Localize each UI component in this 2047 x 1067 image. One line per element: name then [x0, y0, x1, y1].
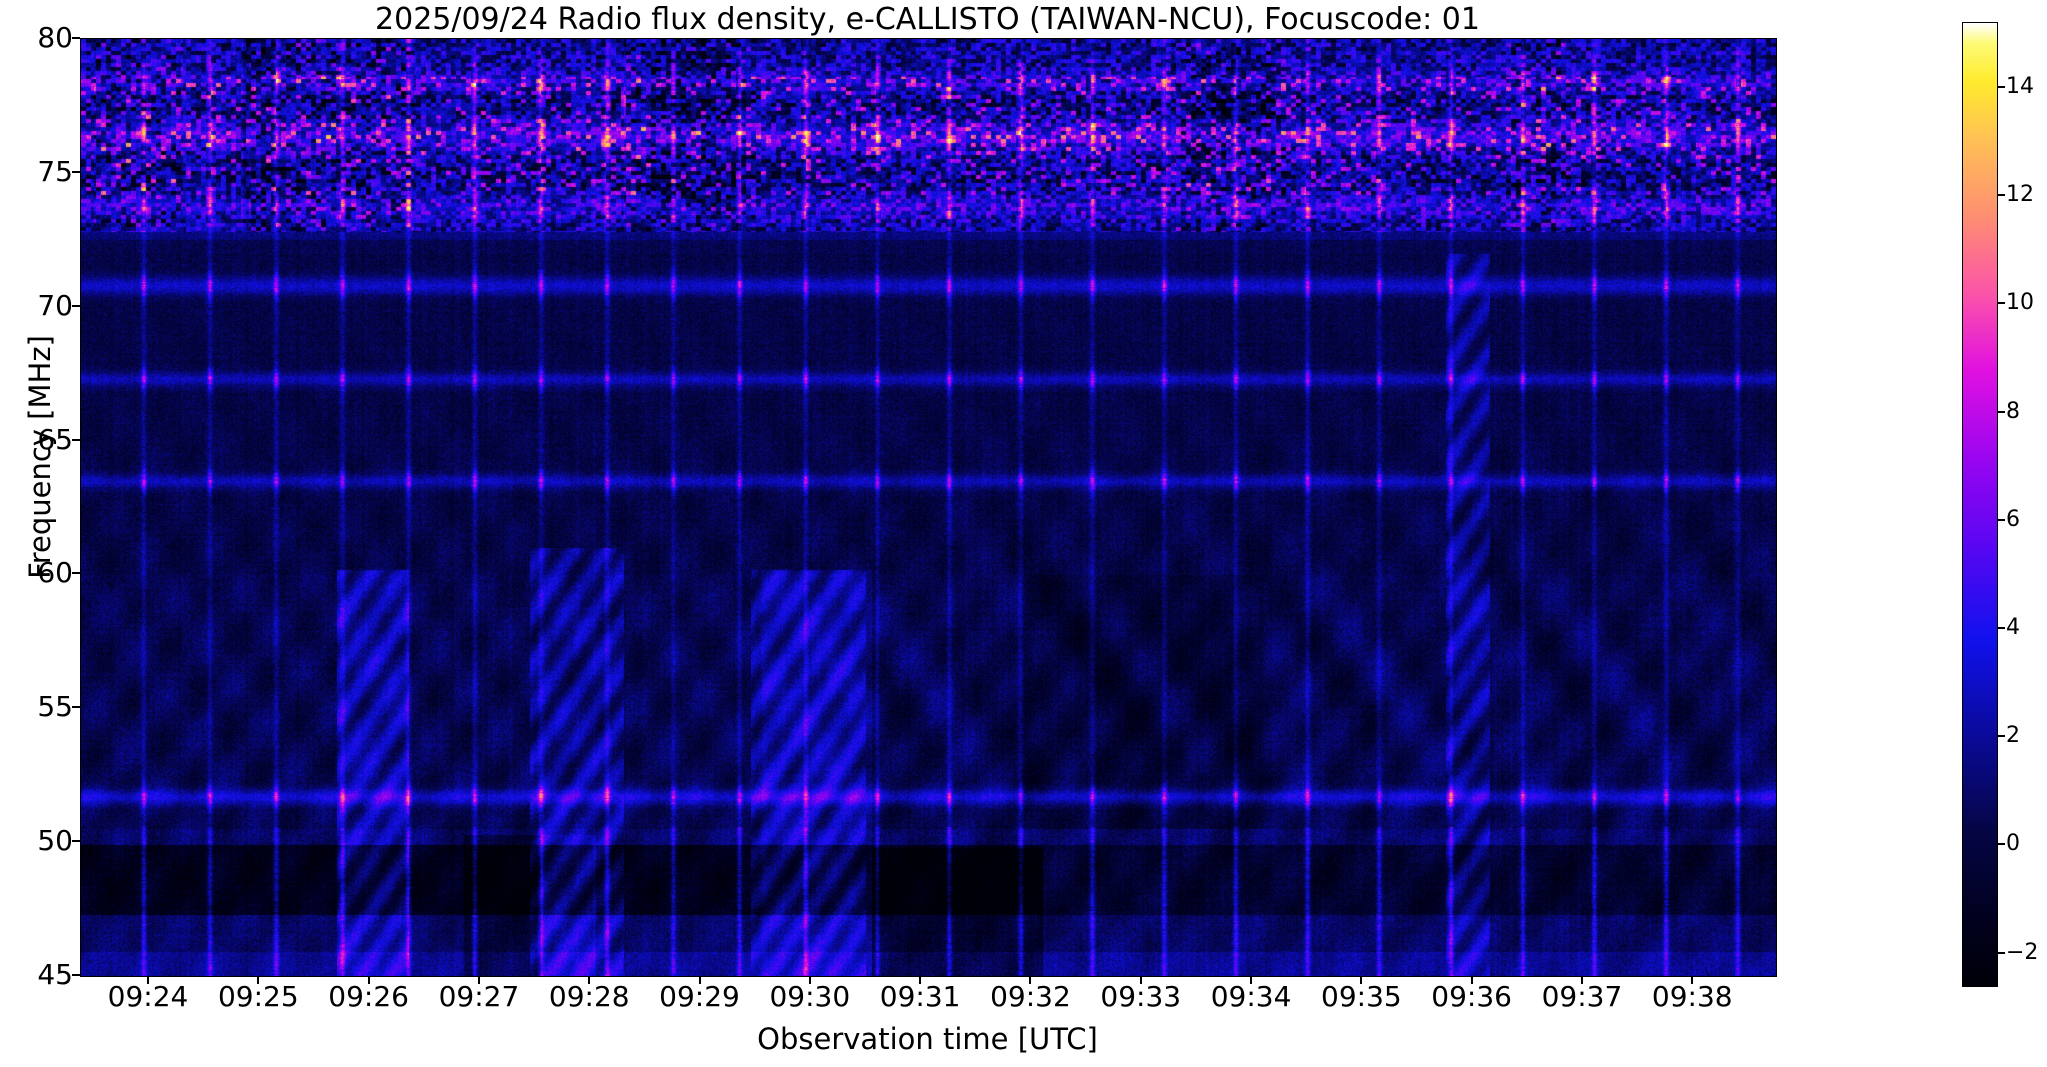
- x-tick-label: 09:37: [1541, 980, 1623, 1013]
- y-tick-mark: [72, 438, 80, 441]
- colorbar-tick-mark: [1997, 410, 2005, 413]
- colorbar-tick-label: −2: [2006, 939, 2039, 965]
- y-tick-label: 60: [37, 556, 73, 590]
- y-tick-label: 50: [37, 824, 73, 858]
- x-tick-label: 09:36: [1431, 980, 1512, 1013]
- colorbar-tick-label: 10: [2006, 290, 2034, 316]
- x-tick-mark: [808, 976, 811, 984]
- x-tick-label: 09:29: [659, 980, 740, 1013]
- x-tick-mark: [698, 976, 701, 984]
- colorbar-tick-label: 6: [2006, 506, 2020, 532]
- x-tick-label: 09:32: [990, 980, 1071, 1013]
- x-tick-label: 09:28: [548, 980, 630, 1013]
- x-tick-mark: [1250, 976, 1253, 984]
- colorbar-tick-label: 4: [2006, 614, 2020, 640]
- colorbar-tick-mark: [1997, 194, 2005, 197]
- y-tick-mark: [72, 572, 80, 575]
- figure-title: 2025/09/24 Radio flux density, e-CALLIST…: [375, 2, 1480, 37]
- y-tick-mark: [72, 974, 80, 976]
- colorbar-tick-mark: [1997, 302, 2005, 305]
- colorbar-gradient: [1963, 23, 1997, 986]
- colorbar-tick-mark: [1997, 735, 2005, 738]
- x-tick-label: 09:30: [769, 980, 851, 1013]
- x-tick-mark: [1360, 976, 1363, 984]
- x-tick-mark: [1139, 976, 1142, 984]
- x-tick-label: 09:31: [879, 980, 961, 1013]
- y-tick-mark: [72, 170, 80, 173]
- x-tick-mark: [147, 976, 150, 984]
- y-tick-label: 80: [37, 21, 73, 54]
- spectrogram-canvas[interactable]: [81, 39, 1776, 976]
- x-tick-label: 09:26: [328, 980, 409, 1013]
- colorbar-tick-mark: [1997, 626, 2005, 629]
- x-tick-label: 09:24: [107, 980, 189, 1013]
- y-tick-mark: [72, 840, 80, 843]
- x-tick-label: 09:27: [438, 980, 520, 1013]
- y-tick-label: 75: [37, 154, 73, 188]
- y-tick-label: 45: [37, 958, 73, 991]
- x-tick-label: 09:33: [1100, 980, 1182, 1013]
- x-axis-label: Observation time [UTC]: [757, 1022, 1098, 1056]
- colorbar-tick-label: 0: [2006, 831, 2020, 857]
- y-tick-label: 65: [37, 422, 73, 456]
- colorbar-tick-label: 2: [2006, 723, 2020, 749]
- x-tick-mark: [1470, 976, 1473, 984]
- x-tick-mark: [1029, 976, 1032, 984]
- colorbar[interactable]: [1962, 22, 1998, 987]
- x-tick-label: 09:35: [1321, 980, 1402, 1013]
- colorbar-tick-mark: [1997, 518, 2005, 521]
- y-tick-mark: [72, 37, 80, 39]
- colorbar-tick-mark: [1997, 951, 2005, 954]
- x-tick-mark: [1580, 976, 1583, 984]
- y-tick-label: 70: [37, 288, 73, 322]
- colorbar-tick-label: 12: [2006, 182, 2034, 208]
- colorbar-tick-mark: [1997, 85, 2005, 88]
- colorbar-tick-mark: [1997, 843, 2005, 846]
- colorbar-tick-label: 8: [2006, 398, 2020, 424]
- x-tick-mark: [477, 976, 480, 984]
- x-tick-label: 09:34: [1210, 980, 1292, 1013]
- y-tick-label: 55: [37, 690, 73, 724]
- y-tick-mark: [72, 706, 80, 709]
- x-tick-mark: [919, 976, 922, 984]
- y-tick-mark: [72, 304, 80, 307]
- colorbar-tick-label: 14: [2006, 73, 2034, 99]
- x-tick-mark: [1691, 976, 1694, 984]
- x-tick-mark: [367, 976, 370, 984]
- x-tick-mark: [257, 976, 260, 984]
- x-tick-label: 09:25: [217, 980, 299, 1013]
- x-tick-mark: [588, 976, 591, 984]
- spectrogram-plot[interactable]: [80, 38, 1777, 977]
- x-tick-label: 09:38: [1651, 980, 1733, 1013]
- y-axis-label: Frequency [MHz]: [23, 335, 57, 579]
